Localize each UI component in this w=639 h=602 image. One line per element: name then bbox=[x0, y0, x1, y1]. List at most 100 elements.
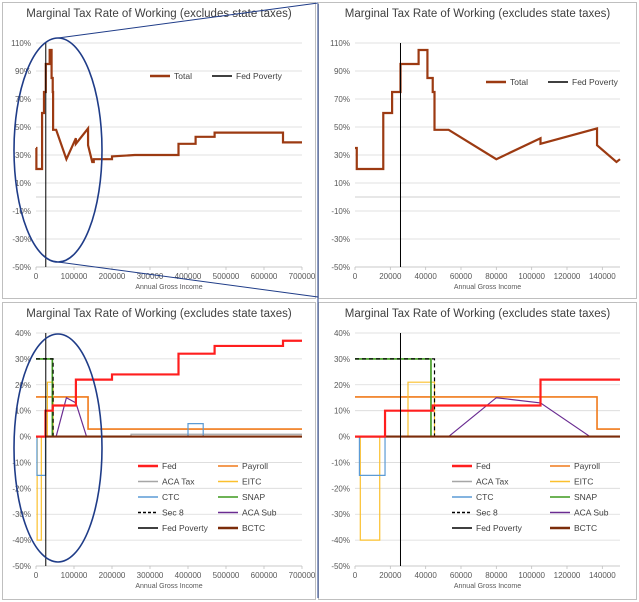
y-tick-label: 110% bbox=[11, 39, 31, 48]
y-tick-label: 10% bbox=[334, 179, 350, 188]
x-tick-label: 0 bbox=[353, 571, 358, 580]
y-tick-label: -40% bbox=[331, 536, 350, 545]
legend-label-fed: Fed bbox=[476, 461, 491, 471]
x-tick-label: 0 bbox=[34, 272, 39, 281]
legend-label-aca_sub: ACA Sub bbox=[574, 508, 609, 518]
legend-label-poverty: Fed Poverty bbox=[162, 523, 209, 533]
chart-title: Marginal Tax Rate of Working (excludes s… bbox=[345, 8, 611, 20]
y-tick-label: -50% bbox=[331, 562, 350, 571]
x-tick-label: 700000 bbox=[289, 571, 316, 580]
x-tick-label: 140000 bbox=[589, 571, 616, 580]
y-tick-label: -10% bbox=[12, 458, 31, 467]
y-tick-label: -50% bbox=[12, 562, 31, 571]
y-tick-label: 50% bbox=[15, 123, 31, 132]
y-tick-label: 10% bbox=[15, 179, 31, 188]
zoom-connector bbox=[57, 2, 319, 39]
x-tick-label: 60000 bbox=[450, 272, 473, 281]
panel-border bbox=[2, 2, 316, 299]
x-tick-label: 200000 bbox=[99, 272, 126, 281]
series-line-payroll bbox=[36, 396, 302, 430]
legend-label-poverty: Fed Poverty bbox=[236, 71, 283, 81]
legend-label-fed: Fed bbox=[162, 461, 177, 471]
y-tick-label: -50% bbox=[12, 263, 31, 272]
y-tick-label: 10% bbox=[15, 407, 31, 416]
y-tick-label: 10% bbox=[334, 407, 350, 416]
x-tick-label: 600000 bbox=[251, 571, 278, 580]
series-line-total bbox=[355, 48, 621, 171]
series-line-fed bbox=[355, 378, 620, 438]
y-tick-label: -20% bbox=[331, 484, 350, 493]
chart-panel-components-zoom: Marginal Tax Rate of Working (excludes s… bbox=[318, 302, 637, 600]
chart-title: Marginal Tax Rate of Working (excludes s… bbox=[345, 308, 611, 320]
y-tick-label: -40% bbox=[12, 536, 31, 545]
legend-label-payroll: Payroll bbox=[242, 461, 268, 471]
x-tick-label: 600000 bbox=[251, 272, 278, 281]
x-tick-label: 120000 bbox=[554, 571, 581, 580]
legend-label-eitc: EITC bbox=[242, 477, 261, 487]
x-tick-label: 400000 bbox=[175, 571, 202, 580]
x-tick-label: 20000 bbox=[379, 272, 402, 281]
legend-label-total: Total bbox=[174, 71, 192, 81]
y-tick-label: 0% bbox=[19, 433, 31, 442]
x-axis-title: Annual Gross Income bbox=[454, 583, 521, 590]
x-tick-label: 300000 bbox=[137, 272, 164, 281]
legend-label-poverty: Fed Poverty bbox=[572, 77, 619, 87]
legend-label-ctc: CTC bbox=[476, 492, 493, 502]
y-tick-label: 20% bbox=[334, 381, 350, 390]
y-tick-label: 70% bbox=[334, 95, 350, 104]
x-tick-label: 400000 bbox=[175, 272, 202, 281]
y-tick-label: 40% bbox=[15, 329, 31, 338]
legend-label-bctc: BCTC bbox=[574, 523, 597, 533]
zoom-ellipse-bottom bbox=[13, 333, 103, 563]
legend-label-sec8: Sec 8 bbox=[476, 508, 498, 518]
y-tick-label: 30% bbox=[334, 355, 350, 364]
chart-panel-total-zoom: Marginal Tax Rate of Working (excludes s… bbox=[318, 2, 637, 299]
x-tick-label: 300000 bbox=[137, 571, 164, 580]
x-tick-label: 500000 bbox=[213, 272, 240, 281]
x-tick-label: 140000 bbox=[589, 272, 616, 281]
y-tick-label: 110% bbox=[330, 39, 350, 48]
chart-panel-total-full: Marginal Tax Rate of Working (excludes s… bbox=[2, 2, 316, 299]
y-tick-label: -10% bbox=[331, 458, 350, 467]
x-tick-label: 40000 bbox=[415, 272, 438, 281]
y-tick-label: 90% bbox=[334, 67, 350, 76]
x-tick-label: 200000 bbox=[99, 571, 126, 580]
legend: Fed Payroll ACA Tax EITC CTC SNAP Sec 8 ACA Sub… bbox=[452, 461, 609, 533]
legend: Fed Payroll ACA Tax EITC CTC SNAP Sec 8 ACA Sub… bbox=[138, 461, 277, 533]
y-tick-label: -30% bbox=[331, 235, 350, 244]
x-tick-label: 100000 bbox=[518, 272, 545, 281]
legend-label-payroll: Payroll bbox=[574, 461, 600, 471]
x-tick-label: 100000 bbox=[518, 571, 545, 580]
legend-label-bctc: BCTC bbox=[242, 523, 265, 533]
y-tick-label: 50% bbox=[334, 123, 350, 132]
legend-label-aca_tax: ACA Tax bbox=[162, 477, 195, 487]
legend-label-snap: SNAP bbox=[574, 492, 597, 502]
y-tick-label: 30% bbox=[15, 355, 31, 364]
x-tick-label: 100000 bbox=[61, 272, 88, 281]
zoom-connector bbox=[57, 261, 319, 298]
y-tick-label: 0% bbox=[338, 433, 350, 442]
x-tick-label: 100000 bbox=[61, 571, 88, 580]
panel-border bbox=[2, 302, 316, 600]
panel-border bbox=[318, 2, 637, 299]
x-tick-label: 120000 bbox=[554, 272, 581, 281]
y-tick-label: 90% bbox=[15, 67, 31, 76]
y-tick-label: 40% bbox=[334, 329, 350, 338]
y-tick-label: -30% bbox=[12, 235, 31, 244]
x-tick-label: 0 bbox=[34, 571, 39, 580]
y-tick-label: 30% bbox=[15, 151, 31, 160]
series-line-payroll bbox=[355, 396, 620, 430]
x-tick-label: 700000 bbox=[289, 272, 316, 281]
y-tick-label: -30% bbox=[331, 510, 350, 519]
y-tick-label: -50% bbox=[331, 263, 350, 272]
zoom-annotations bbox=[13, 2, 319, 598]
x-axis-title: Annual Gross Income bbox=[454, 284, 521, 291]
legend: Total Fed Poverty bbox=[486, 77, 619, 87]
x-tick-label: 80000 bbox=[485, 571, 508, 580]
legend-label-aca_tax: ACA Tax bbox=[476, 477, 509, 487]
x-tick-label: 80000 bbox=[485, 272, 508, 281]
x-tick-label: 40000 bbox=[415, 571, 438, 580]
x-tick-label: 20000 bbox=[379, 571, 402, 580]
series-line-total bbox=[35, 48, 302, 171]
chart-title: Marginal Tax Rate of Working (excludes s… bbox=[26, 8, 292, 20]
